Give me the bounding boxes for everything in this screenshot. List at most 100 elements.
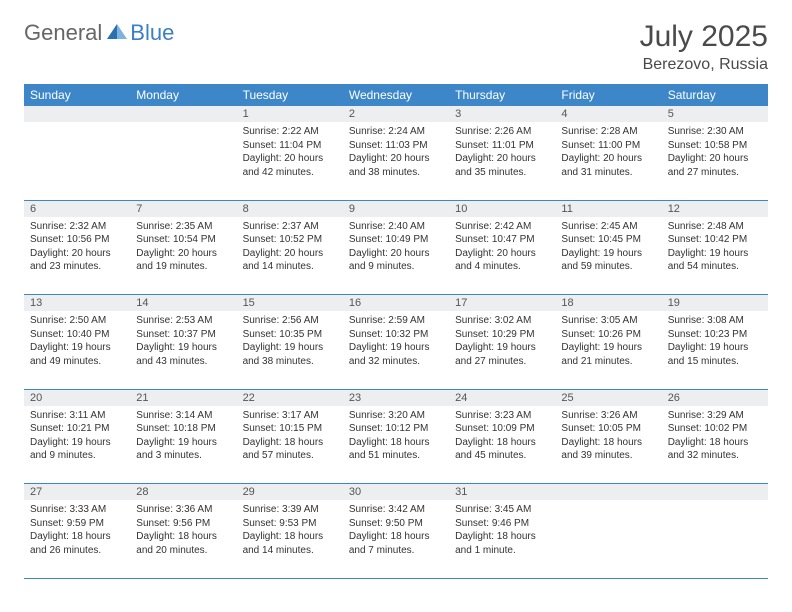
sunrise-text: Sunrise: 3:11 AM xyxy=(30,409,124,423)
daylight-text: Daylight: 18 hours and 14 minutes. xyxy=(243,530,337,557)
day-cell-content: Sunrise: 3:05 AMSunset: 10:26 PMDaylight… xyxy=(555,311,661,372)
daylight-text: Daylight: 18 hours and 20 minutes. xyxy=(136,530,230,557)
sunset-text: Sunset: 10:40 PM xyxy=(30,328,124,342)
day-cell-content: Sunrise: 2:56 AMSunset: 10:35 PMDaylight… xyxy=(237,311,343,372)
sunset-text: Sunset: 10:09 PM xyxy=(455,422,549,436)
daylight-text: Daylight: 20 hours and 31 minutes. xyxy=(561,152,655,179)
day-cell-content: Sunrise: 2:48 AMSunset: 10:42 PMDaylight… xyxy=(662,217,768,278)
day-cell-content: Sunrise: 3:26 AMSunset: 10:05 PMDaylight… xyxy=(555,406,661,467)
sunset-text: Sunset: 10:56 PM xyxy=(30,233,124,247)
day-number-cell: 5 xyxy=(662,106,768,122)
day-number-cell: 2 xyxy=(343,106,449,122)
sunset-text: Sunset: 10:35 PM xyxy=(243,328,337,342)
logo: General Blue xyxy=(24,20,174,46)
sunrise-text: Sunrise: 3:39 AM xyxy=(243,503,337,517)
sunrise-text: Sunrise: 3:36 AM xyxy=(136,503,230,517)
day-cell: Sunrise: 2:40 AMSunset: 10:49 PMDaylight… xyxy=(343,217,449,295)
sunrise-text: Sunrise: 3:08 AM xyxy=(668,314,762,328)
title-block: July 2025 Berezovo, Russia xyxy=(640,20,768,74)
day-cell-content: Sunrise: 3:02 AMSunset: 10:29 PMDaylight… xyxy=(449,311,555,372)
day-number-cell: 19 xyxy=(662,295,768,312)
day-content-row: Sunrise: 2:22 AMSunset: 11:04 PMDaylight… xyxy=(24,122,768,200)
daylight-text: Daylight: 18 hours and 7 minutes. xyxy=(349,530,443,557)
daylight-text: Daylight: 20 hours and 42 minutes. xyxy=(243,152,337,179)
day-number-cell: 13 xyxy=(24,295,130,312)
sunrise-text: Sunrise: 2:35 AM xyxy=(136,220,230,234)
sunset-text: Sunset: 9:53 PM xyxy=(243,517,337,531)
sunset-text: Sunset: 10:32 PM xyxy=(349,328,443,342)
weekday-header-row: Sunday Monday Tuesday Wednesday Thursday… xyxy=(24,84,768,106)
sunrise-text: Sunrise: 3:05 AM xyxy=(561,314,655,328)
daylight-text: Daylight: 18 hours and 26 minutes. xyxy=(30,530,124,557)
daylight-text: Daylight: 20 hours and 14 minutes. xyxy=(243,247,337,274)
day-number-cell: 26 xyxy=(662,389,768,406)
sunset-text: Sunset: 10:58 PM xyxy=(668,139,762,153)
daylight-text: Daylight: 20 hours and 19 minutes. xyxy=(136,247,230,274)
day-content-row: Sunrise: 3:33 AMSunset: 9:59 PMDaylight:… xyxy=(24,500,768,578)
sunset-text: Sunset: 11:01 PM xyxy=(455,139,549,153)
day-cell: Sunrise: 3:39 AMSunset: 9:53 PMDaylight:… xyxy=(237,500,343,578)
daylight-text: Daylight: 20 hours and 35 minutes. xyxy=(455,152,549,179)
day-number-cell: 6 xyxy=(24,200,130,217)
daylight-text: Daylight: 18 hours and 39 minutes. xyxy=(561,436,655,463)
sunset-text: Sunset: 10:12 PM xyxy=(349,422,443,436)
day-number-cell: 28 xyxy=(130,484,236,501)
day-cell: Sunrise: 2:45 AMSunset: 10:45 PMDaylight… xyxy=(555,217,661,295)
daylight-text: Daylight: 18 hours and 32 minutes. xyxy=(668,436,762,463)
day-cell xyxy=(130,122,236,200)
day-number-cell: 18 xyxy=(555,295,661,312)
sunset-text: Sunset: 10:18 PM xyxy=(136,422,230,436)
day-cell-content: Sunrise: 2:35 AMSunset: 10:54 PMDaylight… xyxy=(130,217,236,278)
day-cell: Sunrise: 3:23 AMSunset: 10:09 PMDaylight… xyxy=(449,406,555,484)
weekday-header: Saturday xyxy=(662,84,768,106)
sunset-text: Sunset: 11:00 PM xyxy=(561,139,655,153)
sunset-text: Sunset: 10:45 PM xyxy=(561,233,655,247)
daylight-text: Daylight: 19 hours and 32 minutes. xyxy=(349,341,443,368)
day-cell-content: Sunrise: 3:39 AMSunset: 9:53 PMDaylight:… xyxy=(237,500,343,561)
daylight-text: Daylight: 20 hours and 23 minutes. xyxy=(30,247,124,274)
day-cell: Sunrise: 2:35 AMSunset: 10:54 PMDaylight… xyxy=(130,217,236,295)
sunset-text: Sunset: 10:26 PM xyxy=(561,328,655,342)
day-cell-content: Sunrise: 3:11 AMSunset: 10:21 PMDaylight… xyxy=(24,406,130,467)
day-cell: Sunrise: 3:20 AMSunset: 10:12 PMDaylight… xyxy=(343,406,449,484)
day-cell: Sunrise: 3:36 AMSunset: 9:56 PMDaylight:… xyxy=(130,500,236,578)
daylight-text: Daylight: 19 hours and 49 minutes. xyxy=(30,341,124,368)
sunrise-text: Sunrise: 2:40 AM xyxy=(349,220,443,234)
weekday-header: Monday xyxy=(130,84,236,106)
day-cell: Sunrise: 3:26 AMSunset: 10:05 PMDaylight… xyxy=(555,406,661,484)
day-number-cell: 30 xyxy=(343,484,449,501)
day-cell: Sunrise: 2:50 AMSunset: 10:40 PMDaylight… xyxy=(24,311,130,389)
day-cell-content: Sunrise: 3:42 AMSunset: 9:50 PMDaylight:… xyxy=(343,500,449,561)
sunrise-text: Sunrise: 3:02 AM xyxy=(455,314,549,328)
sunrise-text: Sunrise: 2:53 AM xyxy=(136,314,230,328)
day-cell: Sunrise: 2:53 AMSunset: 10:37 PMDaylight… xyxy=(130,311,236,389)
sunset-text: Sunset: 10:15 PM xyxy=(243,422,337,436)
day-cell-content: Sunrise: 2:32 AMSunset: 10:56 PMDaylight… xyxy=(24,217,130,278)
day-cell-content: Sunrise: 3:33 AMSunset: 9:59 PMDaylight:… xyxy=(24,500,130,561)
day-number-cell: 20 xyxy=(24,389,130,406)
day-cell-content: Sunrise: 3:29 AMSunset: 10:02 PMDaylight… xyxy=(662,406,768,467)
weekday-header: Thursday xyxy=(449,84,555,106)
sunrise-text: Sunrise: 2:30 AM xyxy=(668,125,762,139)
day-cell: Sunrise: 2:32 AMSunset: 10:56 PMDaylight… xyxy=(24,217,130,295)
day-content-row: Sunrise: 2:50 AMSunset: 10:40 PMDaylight… xyxy=(24,311,768,389)
day-number-cell xyxy=(24,106,130,122)
day-cell-content: Sunrise: 3:17 AMSunset: 10:15 PMDaylight… xyxy=(237,406,343,467)
sunset-text: Sunset: 10:23 PM xyxy=(668,328,762,342)
day-number-row: 2728293031 xyxy=(24,484,768,501)
day-number-row: 6789101112 xyxy=(24,200,768,217)
sunrise-text: Sunrise: 2:26 AM xyxy=(455,125,549,139)
sunrise-text: Sunrise: 3:14 AM xyxy=(136,409,230,423)
page-title: July 2025 xyxy=(640,20,768,54)
sunrise-text: Sunrise: 2:28 AM xyxy=(561,125,655,139)
day-cell: Sunrise: 3:05 AMSunset: 10:26 PMDaylight… xyxy=(555,311,661,389)
weekday-header: Sunday xyxy=(24,84,130,106)
day-cell-content: Sunrise: 2:28 AMSunset: 11:00 PMDaylight… xyxy=(555,122,661,183)
day-cell-content: Sunrise: 2:26 AMSunset: 11:01 PMDaylight… xyxy=(449,122,555,183)
sunset-text: Sunset: 9:46 PM xyxy=(455,517,549,531)
daylight-text: Daylight: 19 hours and 9 minutes. xyxy=(30,436,124,463)
day-cell: Sunrise: 2:48 AMSunset: 10:42 PMDaylight… xyxy=(662,217,768,295)
day-cell: Sunrise: 2:22 AMSunset: 11:04 PMDaylight… xyxy=(237,122,343,200)
day-number-cell: 27 xyxy=(24,484,130,501)
sunrise-text: Sunrise: 2:48 AM xyxy=(668,220,762,234)
